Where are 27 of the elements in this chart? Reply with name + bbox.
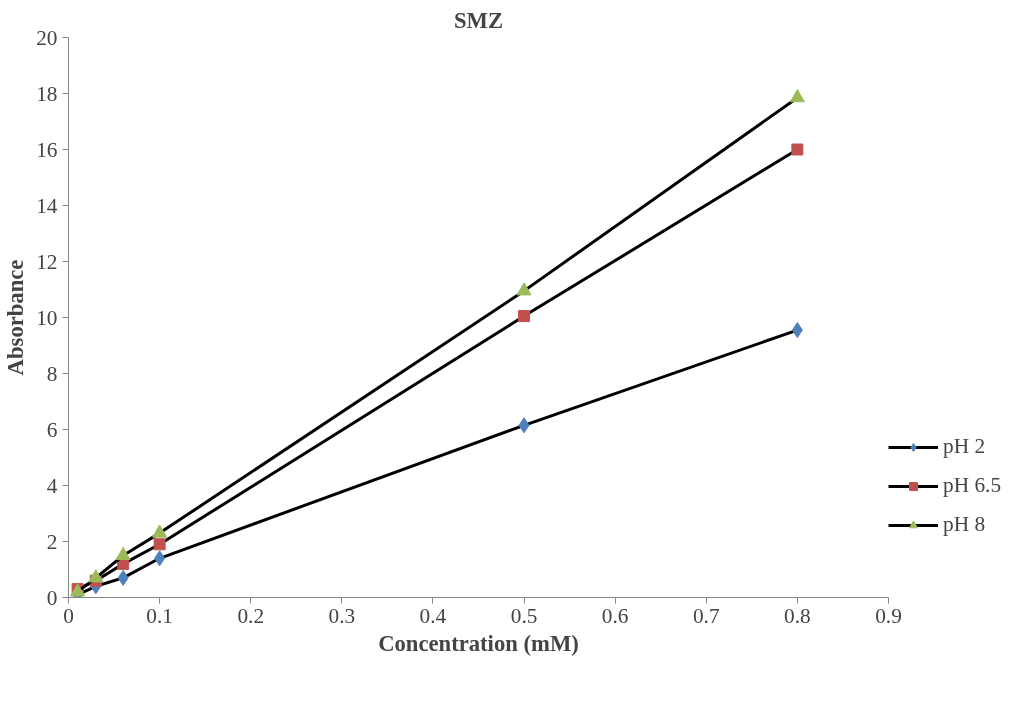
y-tick-label: 4	[46, 473, 58, 498]
x-tick-label: 0.6	[601, 603, 629, 628]
x-tick-label: 0.2	[237, 603, 265, 628]
y-tick-label: 0	[46, 585, 58, 610]
y-tick-label: 10	[36, 305, 58, 330]
legend-label: pH 2	[943, 434, 986, 459]
y-tick-label: 20	[36, 25, 58, 50]
legend-label: pH 6.5	[943, 473, 1002, 498]
x-tick-label: 0	[63, 603, 74, 628]
x-tick-label: 0.4	[419, 603, 447, 628]
y-tick-label: 6	[46, 417, 58, 442]
chart-title: SMZ	[453, 7, 504, 33]
x-tick-label: 0.1	[146, 603, 173, 628]
x-tick-label: 0.9	[875, 603, 902, 628]
x-tick-label: 0.5	[510, 603, 538, 628]
x-tick-label: 0.8	[784, 603, 811, 628]
y-tick-label: 16	[36, 137, 58, 162]
legend-label: pH 8	[943, 512, 986, 537]
x-tick-label: 0.3	[328, 603, 356, 628]
y-tick-label: 18	[36, 81, 58, 106]
y-tick-label: 14	[36, 193, 58, 218]
y-tick-label: 12	[36, 249, 58, 274]
x-tick-label: 0.7	[692, 603, 720, 628]
y-axis-title: Absorbance	[3, 259, 29, 376]
y-tick-label: 8	[46, 361, 58, 386]
x-axis-title: Concentration (mM)	[378, 630, 579, 656]
y-tick-label: 2	[46, 529, 58, 554]
